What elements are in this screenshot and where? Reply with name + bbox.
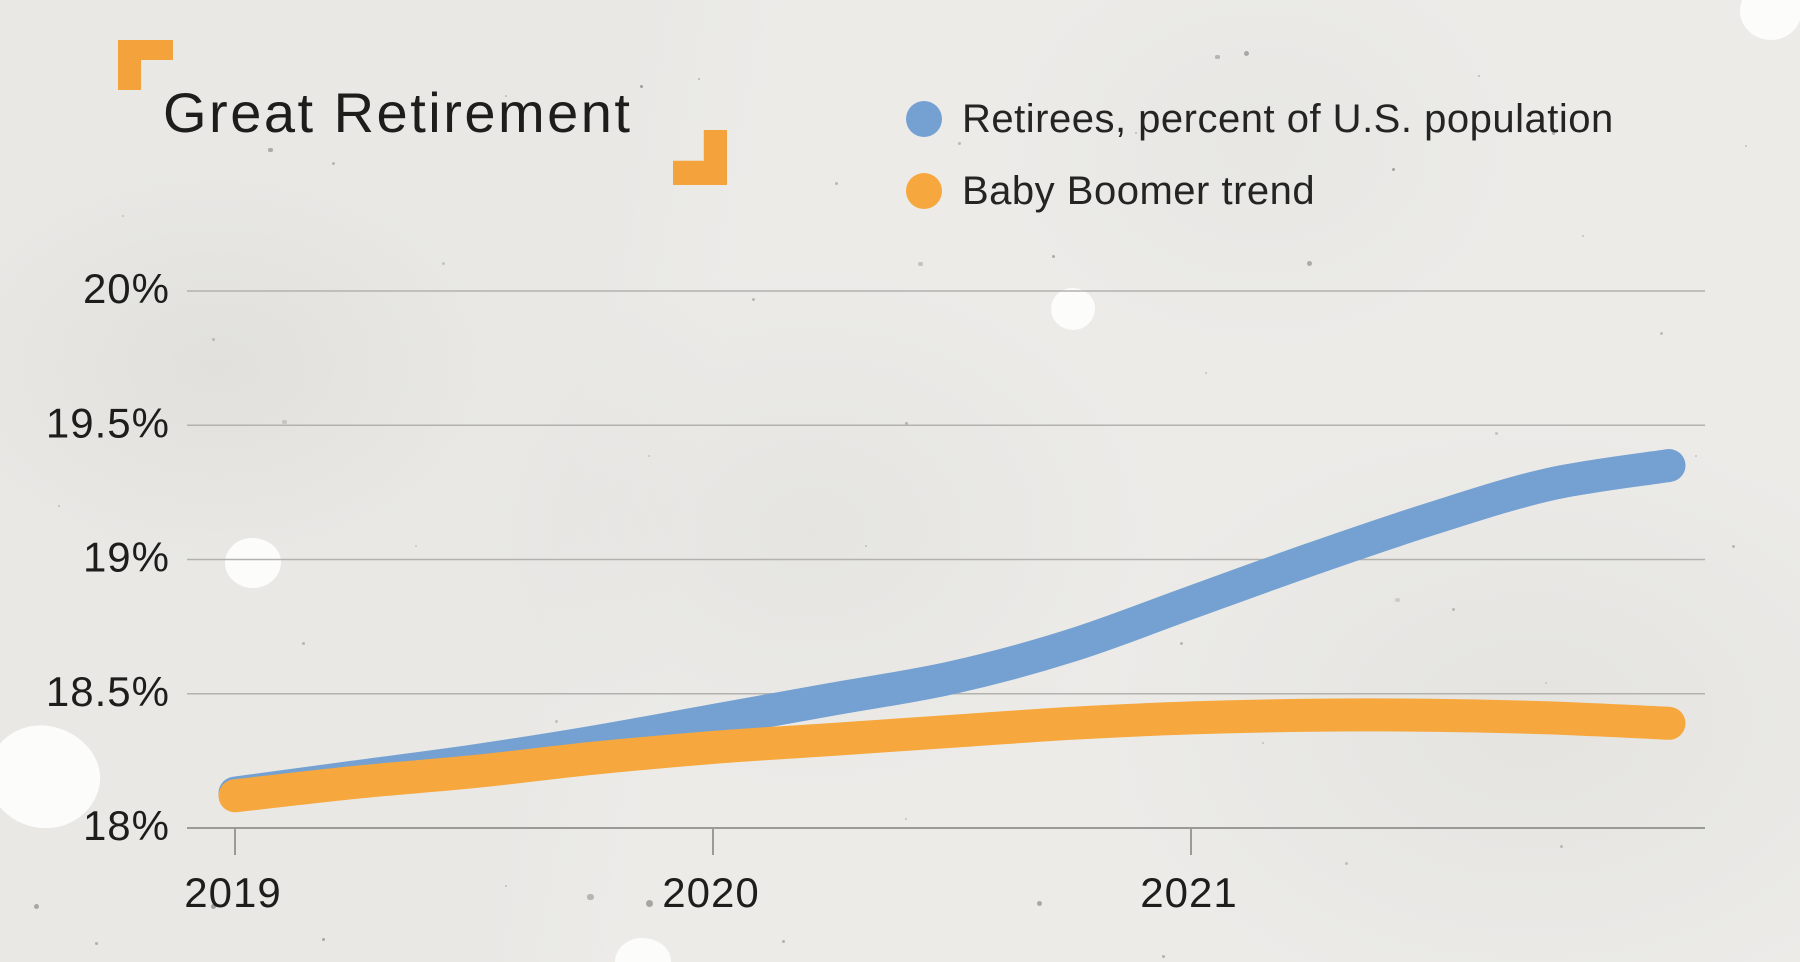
legend-label: Baby Boomer trend [962, 168, 1316, 213]
legend-dot-blue [906, 101, 942, 137]
y-axis-label: 19% [83, 534, 170, 581]
series-line-boomer-trend [218, 698, 1686, 813]
page-title: Great Retirement [163, 81, 633, 144]
x-axis-label: 2021 [1140, 869, 1237, 916]
y-axis-label: 18.5% [46, 668, 170, 715]
x-axis-label: 2020 [662, 869, 759, 916]
legend-dot-orange [906, 173, 942, 209]
chart-legend: Retirees, percent of U.S. population Bab… [906, 96, 1614, 243]
x-axis-label: 2019 [184, 869, 281, 916]
legend-item-retirees: Retirees, percent of U.S. population [906, 96, 1614, 141]
white-blob [1051, 288, 1095, 330]
white-blob [225, 538, 281, 588]
legend-label: Retirees, percent of U.S. population [962, 96, 1614, 141]
y-axis-label: 19.5% [46, 399, 170, 446]
y-axis-label: 20% [83, 265, 170, 312]
legend-item-boomer-trend: Baby Boomer trend [906, 168, 1614, 213]
y-axis-label: 18% [83, 802, 170, 849]
